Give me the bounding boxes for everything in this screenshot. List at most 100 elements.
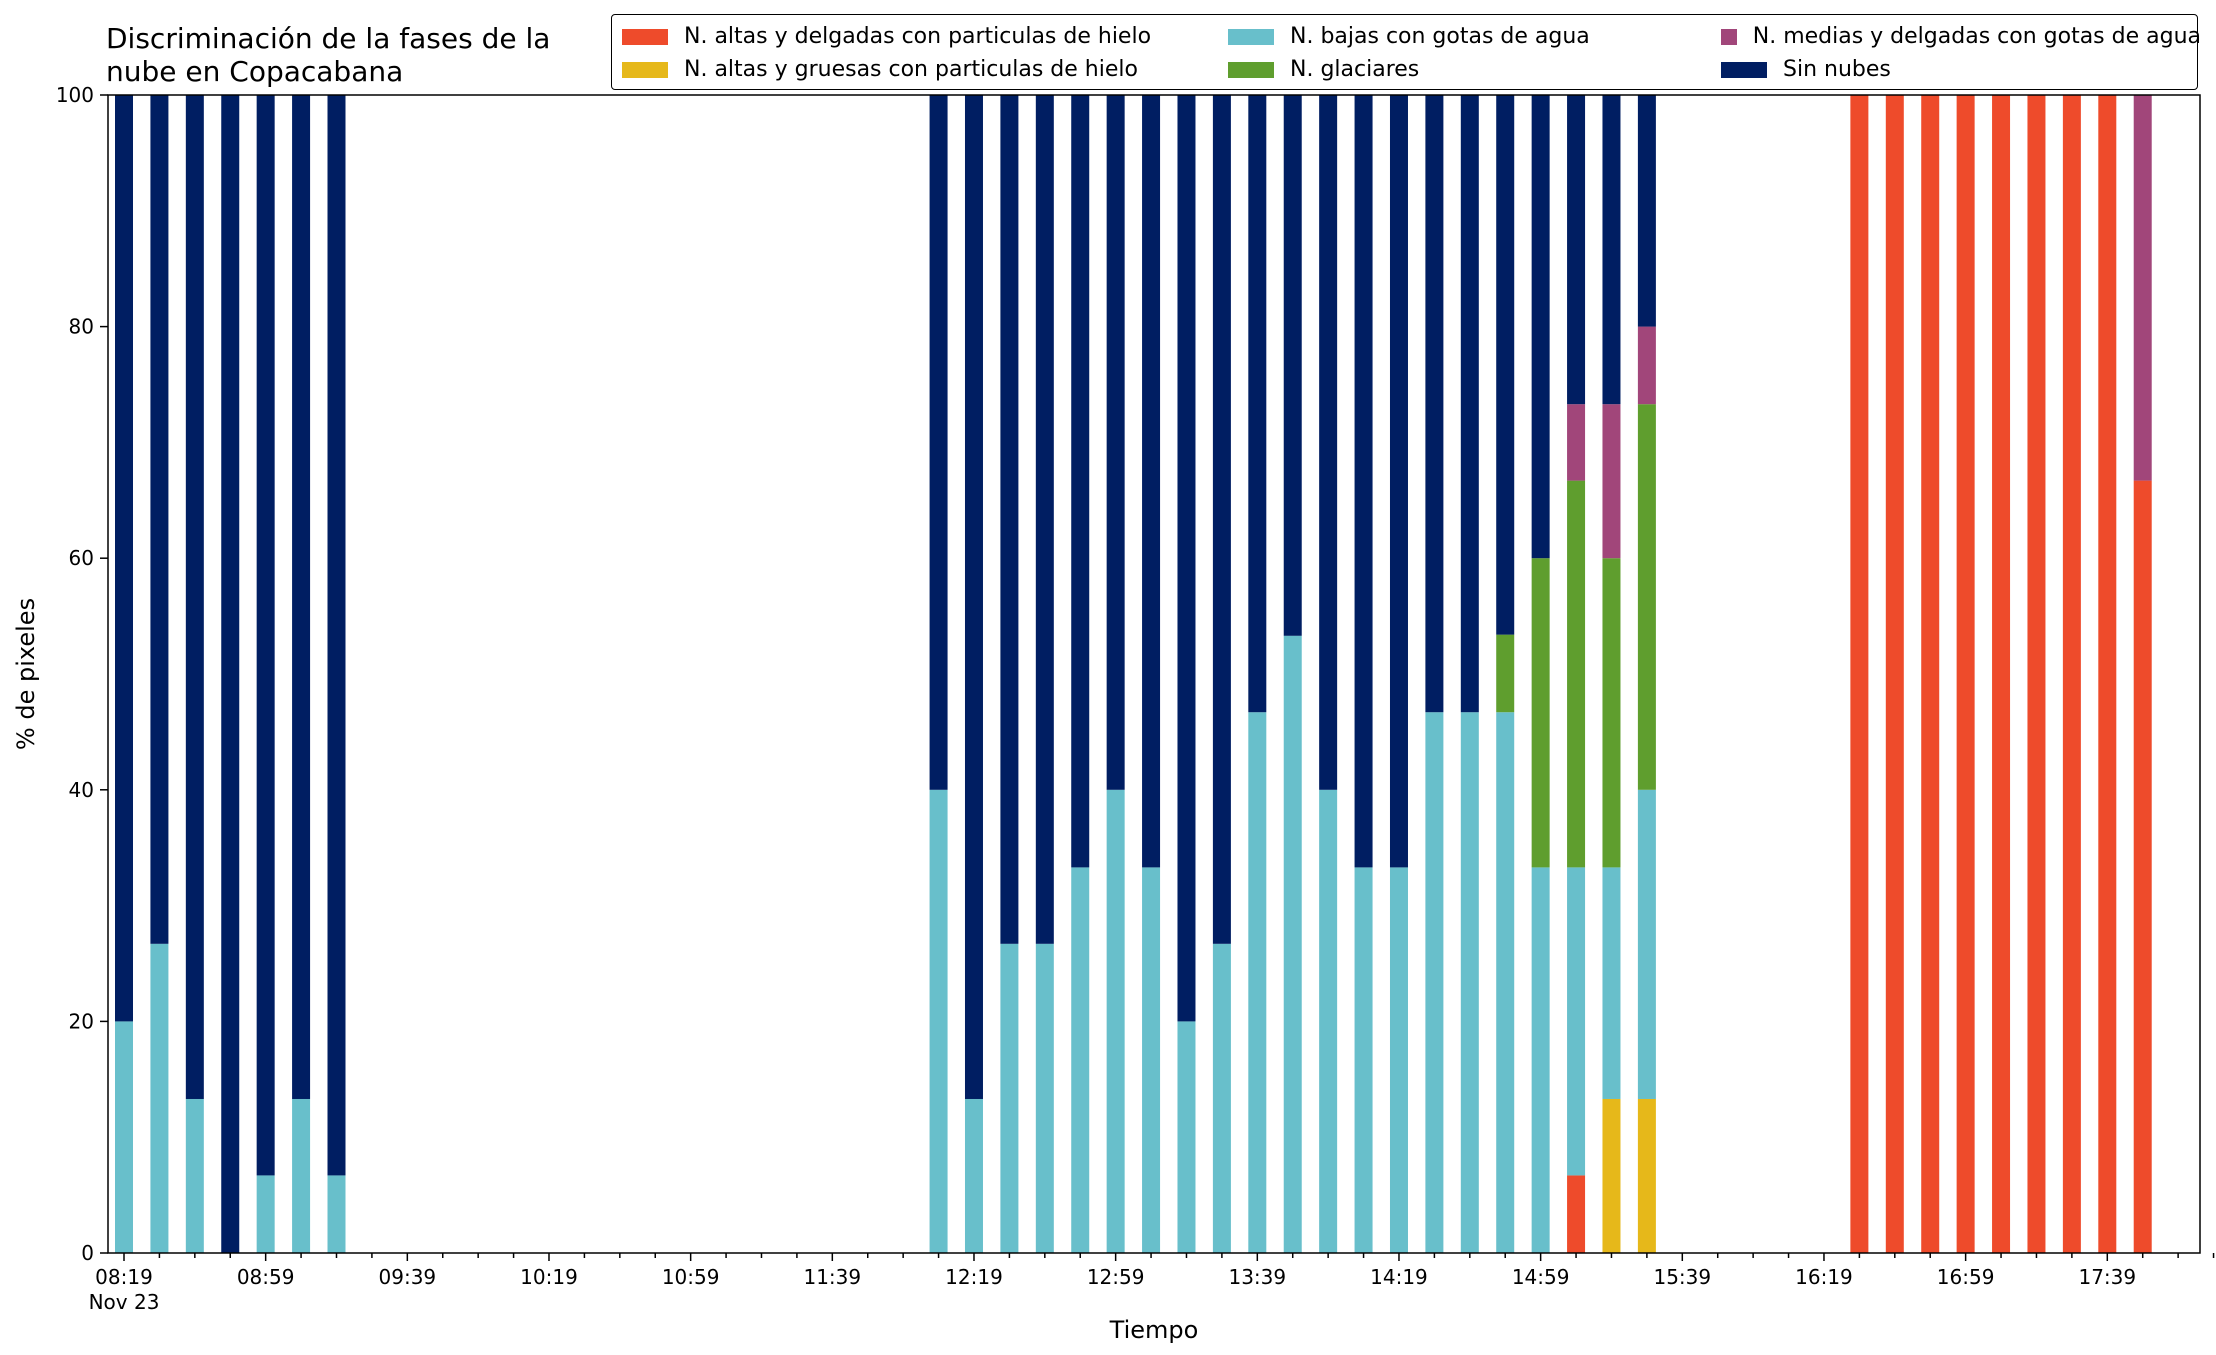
bar-segment-media-agua xyxy=(1602,404,1621,559)
bar-segment-sin-nubes xyxy=(185,95,204,1099)
legend: N. altas y delgadas con particulas de hi… xyxy=(611,14,2201,90)
bar-segment-glaciar xyxy=(1496,634,1515,713)
bar-segment-sin-nubes xyxy=(1106,95,1125,790)
y-tick-label: 80 xyxy=(69,315,94,339)
x-tick-label: 12:19 xyxy=(945,1265,1003,1289)
bar-segment-alta-delgada-hielo xyxy=(2027,95,2046,1253)
bar-segment-baja-agua xyxy=(1319,789,1338,1253)
legend-label: N. altas y delgadas con particulas de hi… xyxy=(684,24,1152,49)
x-date-label: Nov 23 xyxy=(89,1290,160,1314)
x-tick-label: 09:39 xyxy=(379,1265,437,1289)
bar-segment-sin-nubes xyxy=(1142,95,1161,868)
bar-segment-baja-agua xyxy=(1389,867,1408,1253)
bar-segment-glaciar xyxy=(1637,404,1656,790)
bar-segment-baja-agua xyxy=(1460,712,1479,1253)
legend-item: N. altas y gruesas con particulas de hie… xyxy=(622,53,1228,86)
legend-item: N. glaciares xyxy=(1228,53,1721,86)
bar-segment-sin-nubes xyxy=(1425,95,1444,713)
bar-segment-sin-nubes xyxy=(1071,95,1090,868)
bar-segment-baja-agua xyxy=(1567,867,1586,1176)
bar-segment-sin-nubes xyxy=(929,95,948,790)
x-tick-label: 13:39 xyxy=(1228,1265,1286,1289)
legend-label: N. altas y gruesas con particulas de hie… xyxy=(684,57,1138,82)
bar-segment-baja-agua xyxy=(1602,867,1621,1099)
y-tick-label: 60 xyxy=(69,546,94,570)
chart-title: Discriminación de la fases de la nube en… xyxy=(106,22,550,88)
bar-segment-baja-agua xyxy=(1354,867,1373,1253)
legend-swatch xyxy=(622,61,668,78)
bar-segment-baja-agua xyxy=(1106,789,1125,1253)
bar-segment-baja-agua xyxy=(150,943,169,1253)
legend-swatch xyxy=(1228,61,1274,78)
bar-segment-sin-nubes xyxy=(1283,95,1302,636)
y-axis: 0 20 40 60 80 100 xyxy=(56,83,108,1265)
y-tick-label: 100 xyxy=(56,83,94,107)
legend-label: Sin nubes xyxy=(1783,57,1891,82)
legend-item: N. bajas con gotas de agua xyxy=(1228,20,1721,53)
legend-swatch xyxy=(1228,28,1274,45)
legend-label: N. bajas con gotas de agua xyxy=(1290,24,1590,49)
bar-segment-baja-agua xyxy=(1071,867,1090,1253)
bar-segment-baja-agua xyxy=(115,1021,133,1253)
legend-item: Sin nubes xyxy=(1721,53,2201,86)
bar-segment-alta-delgada-hielo xyxy=(1885,95,1904,1253)
bar-segment-sin-nubes xyxy=(1177,95,1196,1022)
chart-title-line-2: nube en Copacabana xyxy=(106,55,404,88)
bar-segment-alta-delgada-hielo xyxy=(1567,1175,1586,1253)
legend-item: N. altas y delgadas con particulas de hi… xyxy=(622,20,1228,53)
bar-segment-sin-nubes xyxy=(221,95,240,1253)
x-tick-label: 12:59 xyxy=(1087,1265,1145,1289)
bar-segment-baja-agua xyxy=(1212,943,1231,1253)
bar-segment-sin-nubes xyxy=(1000,95,1019,944)
bar-segment-sin-nubes xyxy=(1212,95,1231,944)
bar-segment-baja-agua xyxy=(1035,943,1054,1253)
bar-segment-sin-nubes xyxy=(1496,95,1515,635)
bar-segment-baja-agua xyxy=(1000,943,1019,1253)
bars-group xyxy=(115,95,2152,1253)
bar-segment-sin-nubes xyxy=(1248,95,1267,713)
legend-swatch xyxy=(1721,61,1767,78)
bar-segment-baja-agua xyxy=(1177,1021,1196,1253)
bar-segment-alta-delgada-hielo xyxy=(2133,480,2152,1253)
bar-segment-sin-nubes xyxy=(1354,95,1373,868)
bar-segment-media-agua xyxy=(1567,404,1586,481)
bar-segment-sin-nubes xyxy=(1602,95,1621,405)
x-tick-label: 10:59 xyxy=(662,1265,720,1289)
legend-item: N. medias y delgadas con gotas de agua xyxy=(1721,20,2201,53)
bar-segment-sin-nubes xyxy=(115,95,133,1022)
bar-segment-sin-nubes xyxy=(1389,95,1408,868)
bar-segment-sin-nubes xyxy=(292,95,311,1099)
bar-segment-baja-agua xyxy=(1496,712,1515,1253)
legend-swatch xyxy=(1721,28,1737,45)
bar-segment-baja-agua xyxy=(292,1098,311,1253)
bar-segment-sin-nubes xyxy=(964,95,983,1099)
bar-segment-sin-nubes xyxy=(327,95,346,1176)
chart-title-line-1: Discriminación de la fases de la xyxy=(106,22,551,55)
y-tick-label: 0 xyxy=(81,1241,94,1265)
bar-segment-alta-delgada-hielo xyxy=(1956,95,1975,1253)
x-tick-label: 08:59 xyxy=(237,1265,295,1289)
x-axis-title: Tiempo xyxy=(1109,1316,1199,1344)
bar-segment-sin-nubes xyxy=(150,95,169,944)
x-tick-label: 10:19 xyxy=(520,1265,578,1289)
bar-segment-baja-agua xyxy=(327,1175,346,1253)
x-tick-label: 16:19 xyxy=(1795,1265,1853,1289)
bar-segment-alta-delgada-hielo xyxy=(2062,95,2081,1253)
legend-label: N. medias y delgadas con gotas de agua xyxy=(1752,24,2201,49)
bar-segment-alta-delgada-hielo xyxy=(2098,95,2117,1253)
x-tick-label: 08:19 xyxy=(95,1265,153,1289)
y-axis-title: % de pixeles xyxy=(12,598,40,750)
x-tick-label: 11:39 xyxy=(803,1265,861,1289)
y-tick-label: 20 xyxy=(69,1009,94,1033)
x-tick-label: 17:39 xyxy=(2078,1265,2136,1289)
x-tick-label: 15:39 xyxy=(1653,1265,1711,1289)
legend-swatch xyxy=(622,28,668,45)
bar-segment-baja-agua xyxy=(256,1175,275,1253)
bar-segment-media-agua xyxy=(2133,95,2152,481)
bar-segment-alta-delgada-hielo xyxy=(1921,95,1940,1253)
bar-segment-glaciar xyxy=(1602,558,1621,868)
x-tick-label: 14:59 xyxy=(1512,1265,1570,1289)
bar-segment-sin-nubes xyxy=(256,95,275,1176)
bar-segment-alta-delgada-hielo xyxy=(1992,95,2011,1253)
bar-segment-baja-agua xyxy=(1637,789,1656,1099)
